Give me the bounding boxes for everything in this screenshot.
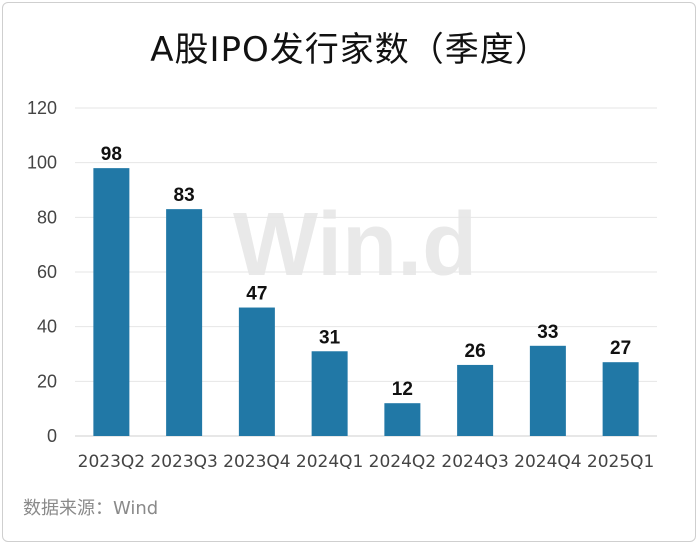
- source-note: 数据来源：Wind: [23, 498, 159, 519]
- data-label: 47: [246, 284, 267, 305]
- bar: [311, 351, 348, 436]
- data-label: 31: [319, 327, 341, 348]
- data-labels: 98 83 47 31 12 26 33 27: [101, 144, 631, 400]
- y-tick-label: 60: [37, 262, 57, 282]
- y-tick-label: 40: [37, 317, 57, 337]
- x-axis-tick-labels: 2023Q2 2023Q3 2023Q4 2024Q1 2024Q2 2024Q3 2024…: [78, 452, 655, 472]
- grid-lines: [75, 107, 657, 437]
- bar: [529, 345, 566, 436]
- x-tick-label: 2023Q4: [223, 452, 290, 472]
- x-tick-label: 2024Q3: [441, 452, 508, 472]
- y-axis-tick-labels: 0 20 40 60 80 100 120: [27, 98, 57, 446]
- y-tick-label: 0: [47, 426, 57, 446]
- bars: [93, 168, 639, 436]
- bar: [602, 362, 639, 436]
- data-label: 83: [174, 185, 195, 206]
- x-tick-label: 2025Q1: [587, 452, 654, 472]
- bar: [166, 209, 203, 436]
- y-tick-label: 120: [27, 98, 57, 118]
- data-label: 26: [465, 341, 486, 362]
- watermark: Win.d: [233, 195, 477, 295]
- chart-title: A股IPO发行家数（季度）: [150, 30, 550, 70]
- x-tick-label: 2024Q1: [296, 452, 363, 472]
- data-label: 33: [537, 322, 558, 343]
- bar: [93, 168, 130, 436]
- bar: [457, 364, 494, 436]
- data-label: 12: [392, 379, 413, 400]
- y-tick-label: 100: [27, 153, 57, 173]
- y-tick-label: 20: [37, 371, 57, 391]
- data-label: 27: [610, 338, 631, 359]
- x-tick-label: 2024Q2: [369, 452, 436, 472]
- x-tick-label: 2023Q3: [150, 452, 217, 472]
- x-tick-label: 2023Q2: [78, 452, 145, 472]
- bar: [384, 403, 421, 436]
- data-label: 98: [101, 144, 122, 165]
- y-tick-label: 80: [37, 207, 57, 227]
- bar: [238, 307, 275, 436]
- x-tick-label: 2024Q4: [514, 452, 581, 472]
